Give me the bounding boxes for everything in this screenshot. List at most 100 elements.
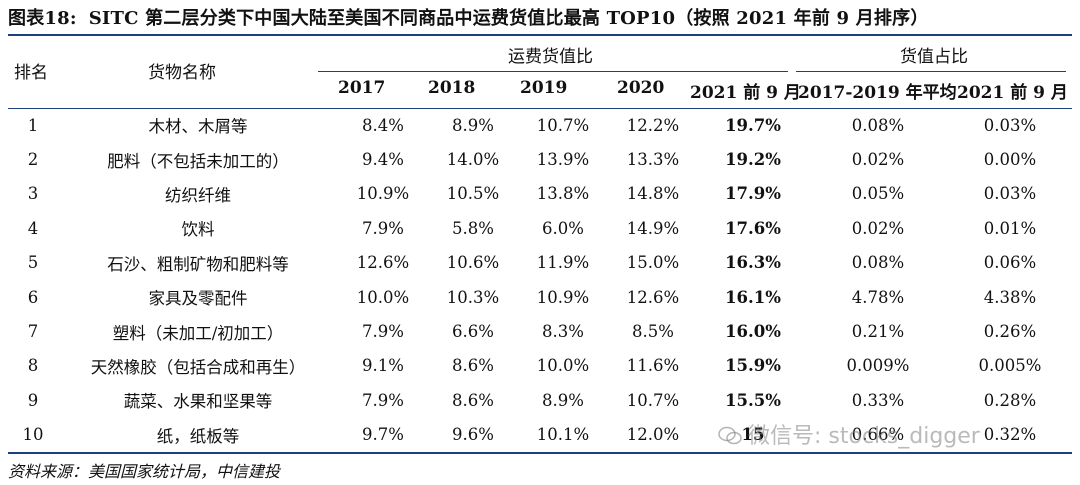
row-2017: 10.0% bbox=[356, 287, 410, 307]
bottom-rule bbox=[8, 452, 1072, 454]
row-rank: 10 bbox=[22, 425, 44, 445]
row-share-avg: 0.05% bbox=[851, 184, 905, 204]
row-share-2021: 0.005% bbox=[978, 356, 1042, 376]
row-share-2021: 0.01% bbox=[983, 218, 1037, 238]
row-2020: 14.9% bbox=[626, 218, 680, 238]
row-share-2021: 0.03% bbox=[983, 115, 1037, 135]
row-name: 纸，纸板等 bbox=[156, 426, 240, 446]
row-name: 纺织纤维 bbox=[165, 185, 231, 205]
row-share-2021: 0.32% bbox=[983, 425, 1037, 445]
row-2019: 10.1% bbox=[536, 425, 590, 445]
row-name: 天然橡胶（包括合成和再生） bbox=[90, 357, 306, 377]
row-share-2021: 0.03% bbox=[983, 184, 1037, 204]
row-2019: 8.9% bbox=[542, 390, 584, 410]
header-name: 货物名称 bbox=[148, 63, 216, 83]
row-2021: 19.2% bbox=[725, 150, 781, 170]
row-2018: 8.9% bbox=[452, 115, 494, 135]
row-2017: 7.9% bbox=[362, 322, 404, 342]
row-share-avg: 4.78% bbox=[851, 287, 905, 307]
row-share-avg: 0.02% bbox=[851, 218, 905, 238]
row-2021: 16.0% bbox=[725, 322, 781, 342]
row-rank: 4 bbox=[27, 218, 39, 238]
row-name: 石沙、粗制矿物和肥料等 bbox=[107, 254, 289, 274]
row-2020: 12.6% bbox=[626, 287, 680, 307]
row-2017: 7.9% bbox=[362, 390, 404, 410]
header-share-avg: 2017-2019 年平均 bbox=[798, 83, 957, 103]
figure-label: 图表18: bbox=[8, 8, 77, 29]
row-2017: 7.9% bbox=[362, 218, 404, 238]
row-2018: 8.6% bbox=[452, 356, 494, 376]
row-rank: 3 bbox=[27, 184, 39, 204]
row-share-avg: 0.21% bbox=[851, 322, 905, 342]
header-group-share: 货值占比 bbox=[900, 47, 968, 67]
header-rule bbox=[8, 108, 1072, 109]
row-rank: 2 bbox=[27, 150, 39, 170]
table-row: 9 蔬菜、水果和坚果等 7.9% 8.6% 8.9% 10.7% 15.5% 0.33% 0.2… bbox=[8, 383, 1072, 417]
row-2020: 13.3% bbox=[626, 150, 680, 170]
row-name: 饮料 bbox=[181, 220, 215, 240]
table-title: 图表18: SITC 第二层分类下中国大陆至美国不同商品中运费货值比最高 TOP1… bbox=[8, 4, 929, 30]
row-rank: 1 bbox=[27, 115, 39, 135]
row-2020: 15.0% bbox=[626, 253, 680, 273]
row-2021: 17.6% bbox=[725, 218, 781, 238]
row-2021: 15.5% bbox=[725, 390, 781, 410]
header-year-2019: 2019 bbox=[520, 78, 568, 98]
row-rank: 9 bbox=[27, 390, 39, 410]
title-text: SITC 第二层分类下中国大陆至美国不同商品中运费货值比最高 TOP10（按照 … bbox=[88, 8, 929, 29]
row-2019: 13.8% bbox=[536, 184, 590, 204]
source-note: 资料来源：美国国家统计局，中信建投 bbox=[8, 462, 281, 481]
row-2020: 12.2% bbox=[626, 115, 680, 135]
group-freight-underline bbox=[318, 71, 788, 72]
table-row: 10 纸，纸板等 9.7% 9.6% 10.1% 12.0% 15 0.66% 0.32% bbox=[8, 418, 1072, 452]
row-2020: 12.0% bbox=[626, 425, 680, 445]
row-rank: 5 bbox=[27, 253, 39, 273]
header-rank: 排名 bbox=[14, 63, 48, 83]
row-2017: 10.9% bbox=[356, 184, 410, 204]
watermark-text: 微信号: stocks_digger bbox=[748, 424, 980, 449]
table-row: 6 家具及零配件 10.0% 10.3% 10.9% 12.6% 16.1% 4.78% 4.3… bbox=[8, 280, 1072, 314]
row-2017: 12.6% bbox=[356, 253, 410, 273]
header-year-2018: 2018 bbox=[428, 78, 476, 98]
row-rank: 8 bbox=[27, 356, 39, 376]
wechat-icon bbox=[718, 426, 742, 445]
row-name: 木材、木屑等 bbox=[148, 117, 248, 137]
row-2020: 11.6% bbox=[626, 356, 680, 376]
header-group-freight: 运费货值比 bbox=[508, 47, 593, 67]
row-name: 蔬菜、水果和坚果等 bbox=[123, 392, 273, 412]
row-2020: 14.8% bbox=[626, 184, 680, 204]
row-2018: 10.6% bbox=[446, 253, 500, 273]
row-2020: 10.7% bbox=[626, 390, 680, 410]
row-2021: 17.9% bbox=[725, 184, 781, 204]
row-share-2021: 0.28% bbox=[983, 390, 1037, 410]
row-2020: 8.5% bbox=[632, 322, 674, 342]
row-rank: 6 bbox=[27, 287, 39, 307]
table-row: 1 木材、木屑等 8.4% 8.9% 10.7% 12.2% 19.7% 0.08% 0.03% bbox=[8, 108, 1072, 142]
row-share-avg: 0.08% bbox=[851, 253, 905, 273]
table-row: 7 塑料（未加工/初加工） 7.9% 6.6% 8.3% 8.5% 16.0% 0.21% 0.… bbox=[8, 314, 1072, 348]
row-2019: 10.9% bbox=[536, 287, 590, 307]
watermark: 微信号: stocks_digger bbox=[718, 418, 980, 450]
row-share-2021: 0.26% bbox=[983, 322, 1037, 342]
row-name: 家具及零配件 bbox=[148, 289, 248, 309]
group-share-underline bbox=[796, 71, 1066, 72]
row-2021: 15 bbox=[741, 425, 765, 445]
row-2018: 9.6% bbox=[452, 425, 494, 445]
row-2017: 9.1% bbox=[362, 356, 404, 376]
table-row: 2 肥料（不包括未加工的） 9.4% 14.0% 13.9% 13.3% 19.2% 0.02… bbox=[8, 142, 1072, 176]
row-2018: 5.8% bbox=[452, 218, 494, 238]
row-2018: 6.6% bbox=[452, 322, 494, 342]
row-2021: 19.7% bbox=[725, 115, 781, 135]
row-share-2021: 4.38% bbox=[983, 287, 1037, 307]
row-share-avg: 0.08% bbox=[851, 115, 905, 135]
row-2018: 10.3% bbox=[446, 287, 500, 307]
row-share-2021: 0.00% bbox=[983, 150, 1037, 170]
header-year-2020: 2020 bbox=[617, 78, 665, 98]
table-row: 3 纺织纤维 10.9% 10.5% 13.8% 14.8% 17.9% 0.05% 0.03% bbox=[8, 177, 1072, 211]
row-2019: 8.3% bbox=[542, 322, 584, 342]
row-2019: 10.0% bbox=[536, 356, 590, 376]
row-2019: 13.9% bbox=[536, 150, 590, 170]
row-2018: 8.6% bbox=[452, 390, 494, 410]
row-rank: 7 bbox=[27, 322, 39, 342]
table-row: 4 饮料 7.9% 5.8% 6.0% 14.9% 17.6% 0.02% 0.01% bbox=[8, 211, 1072, 245]
row-2021: 15.9% bbox=[725, 356, 781, 376]
